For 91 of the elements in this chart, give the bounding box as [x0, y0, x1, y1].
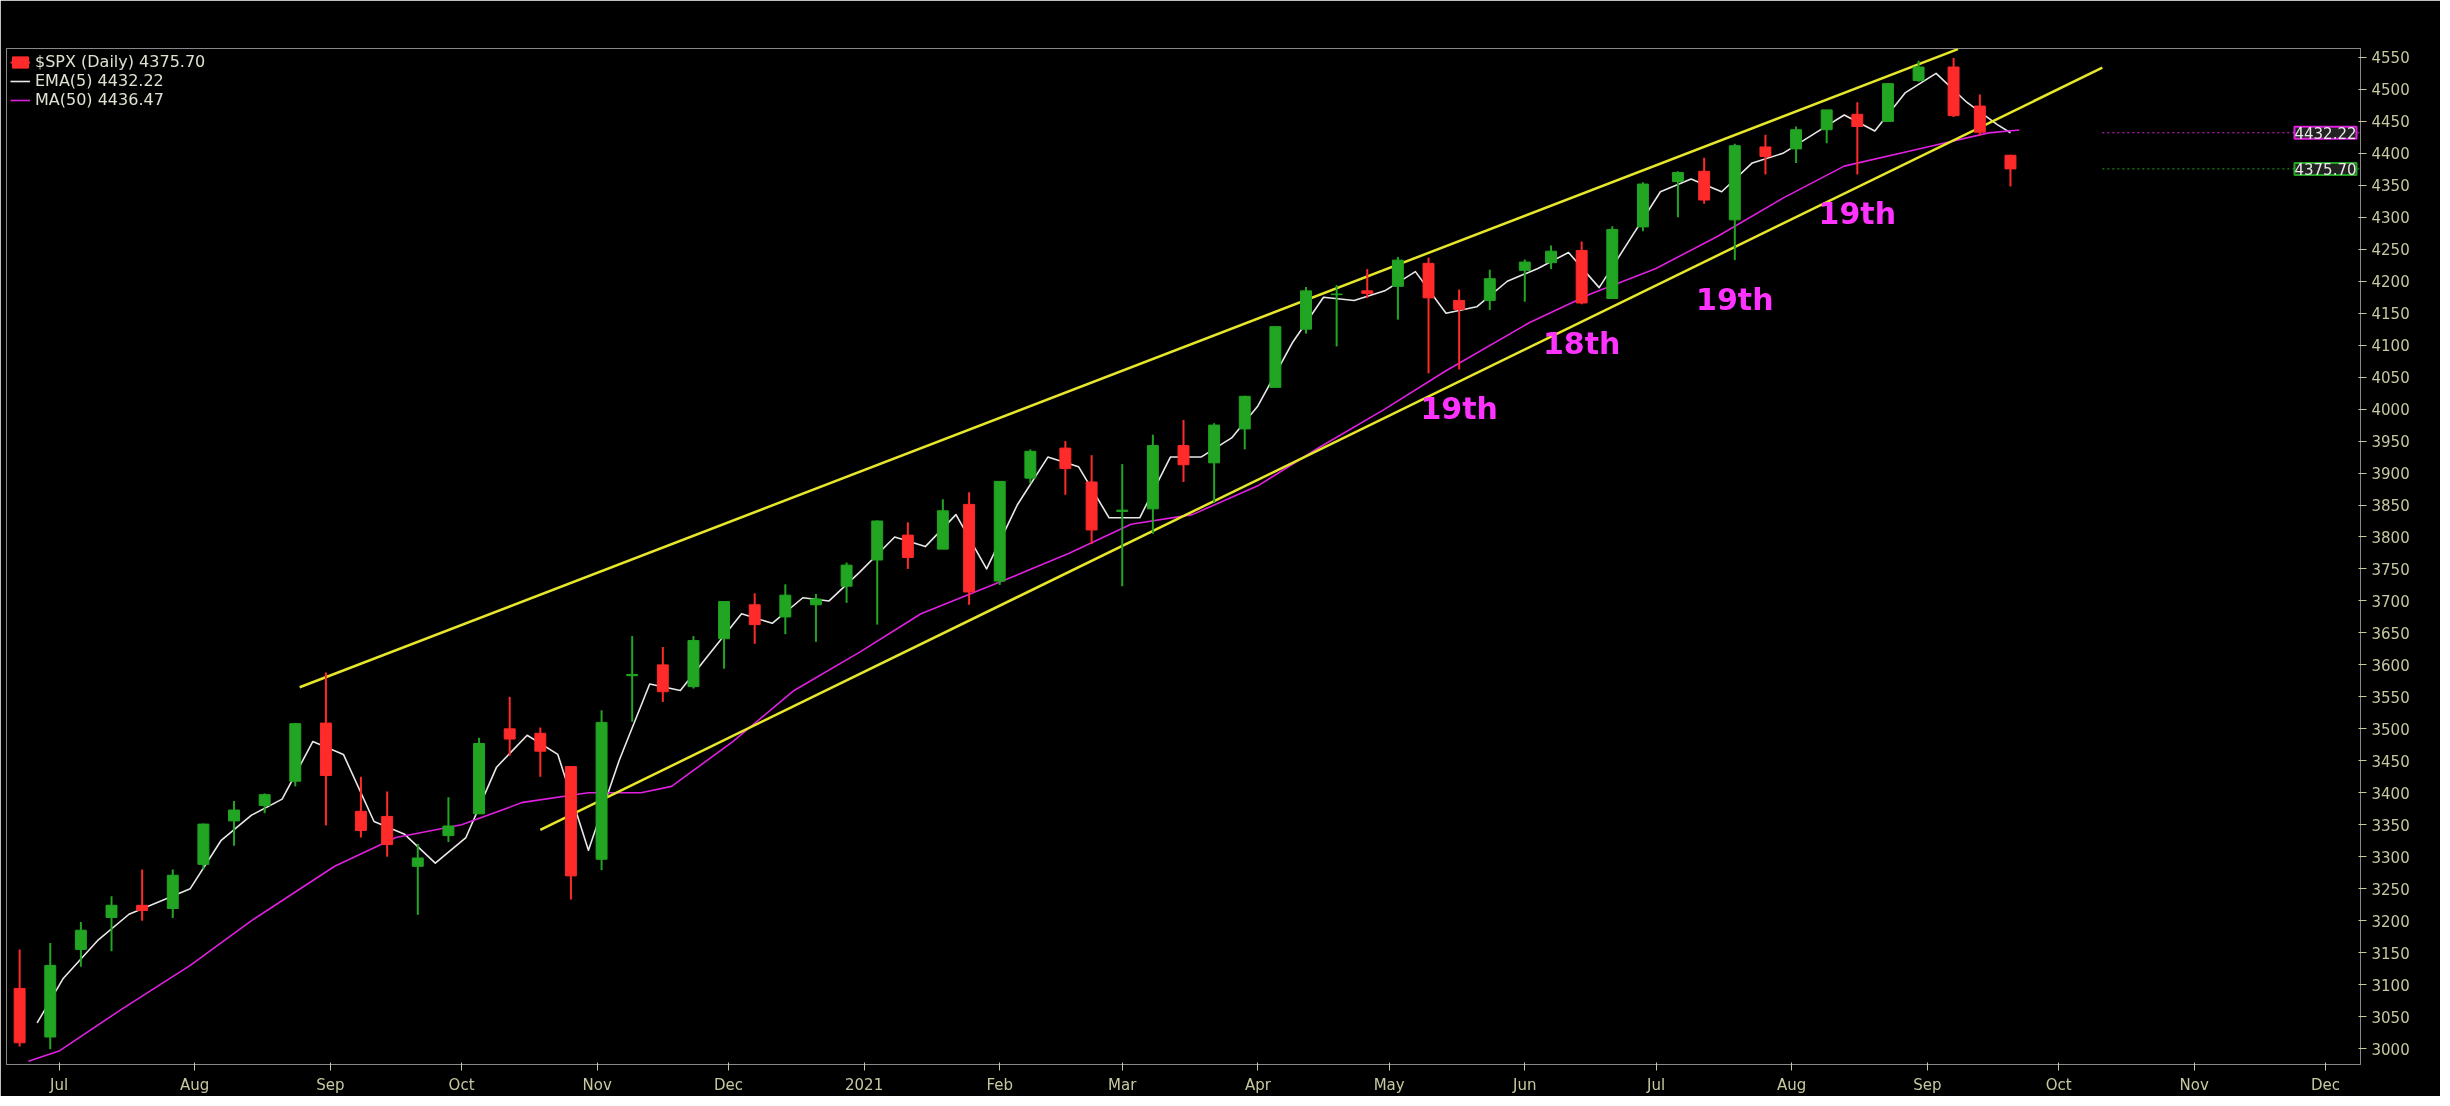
candlestick: [136, 868, 149, 922]
y-tick-label: 4250: [2371, 241, 2410, 260]
candlestick: [901, 521, 914, 570]
candlestick: [1790, 125, 1803, 164]
x-tick-label: Mar: [1108, 1075, 1138, 1094]
candlestick: [1851, 101, 1864, 176]
x-tick-label: May: [1373, 1075, 1405, 1094]
y-tick-label: 3850: [2371, 497, 2410, 516]
annotation: 19th: [1818, 196, 1897, 232]
candlestick: [1671, 170, 1684, 219]
ref-line-label: 4375.70: [2294, 160, 2357, 179]
candlestick: [1820, 108, 1833, 145]
x-tick-label: Sep: [1913, 1075, 1942, 1094]
x-tick-label: Oct: [2045, 1075, 2072, 1094]
x-tick-label: Oct: [448, 1075, 475, 1094]
candlestick: [411, 842, 424, 916]
x-tick-label: 2021: [845, 1075, 884, 1094]
x-tick-label: Jul: [1646, 1075, 1666, 1094]
y-tick-label: 3700: [2371, 592, 2410, 611]
candlestick: [1759, 133, 1772, 176]
legend-label: $SPX (Daily) 4375.70: [35, 52, 206, 71]
candlestick: [779, 583, 792, 636]
y-tick-label: 3950: [2371, 433, 2410, 452]
candlestick: [442, 796, 455, 843]
candlestick: [840, 561, 853, 604]
x-tick-label: Jul: [48, 1075, 69, 1094]
x-tick-label: Dec: [713, 1075, 743, 1094]
y-tick-label: 3200: [2371, 912, 2410, 931]
legend-label: EMA(5) 4432.22: [35, 71, 164, 90]
candlestick: [503, 695, 516, 757]
annotation: 19th: [1696, 282, 1774, 318]
x-tick-label: Feb: [986, 1075, 1014, 1094]
candlestick: [1453, 288, 1466, 371]
y-tick-label: 3150: [2371, 944, 2410, 963]
x-tick-label: Apr: [1244, 1075, 1272, 1094]
x-tick-label: Jun: [1512, 1075, 1537, 1094]
candlestick: [1059, 440, 1072, 496]
y-tick-label: 3900: [2371, 465, 2410, 484]
y-tick-label: 4050: [2371, 369, 2410, 388]
y-tick-label: 4200: [2371, 273, 2410, 292]
legend-label: MA(50) 4436.47: [35, 90, 164, 109]
y-tick-label: 3400: [2371, 784, 2410, 803]
candlestick: [1912, 59, 1925, 83]
candlestick: [74, 920, 87, 968]
candlestick: [748, 592, 761, 645]
y-tick-label: 4400: [2371, 145, 2410, 164]
y-tick-label: 3750: [2371, 560, 2410, 579]
y-tick-label: 3600: [2371, 656, 2410, 675]
y-tick-label: 4500: [2371, 81, 2410, 100]
annotation: 19th: [1420, 391, 1498, 427]
y-tick-label: 4150: [2371, 305, 2410, 324]
x-tick-label: Aug: [180, 1075, 210, 1094]
x-tick-label: Nov: [2179, 1075, 2209, 1094]
x-tick-label: Nov: [582, 1075, 612, 1094]
candlestick: [1177, 418, 1190, 484]
y-tick-label: 3250: [2371, 880, 2410, 899]
y-tick-label: 3550: [2371, 688, 2410, 707]
y-tick-label: 4550: [2371, 49, 2410, 68]
candlestick: [1361, 268, 1374, 299]
y-tick-label: 3800: [2371, 529, 2410, 547]
y-tick-label: 4300: [2371, 209, 2410, 228]
y-tick-label: 4450: [2371, 113, 2410, 132]
x-tick-label: Sep: [316, 1075, 345, 1094]
y-tick-label: 4000: [2371, 401, 2410, 420]
ref-line-label: 4432.22: [2294, 124, 2357, 143]
candlestick: [105, 895, 118, 953]
y-tick-label: 3300: [2371, 848, 2410, 867]
candlestick: [228, 800, 240, 847]
candlestick: [2004, 153, 2017, 188]
y-tick-label: 3100: [2371, 976, 2410, 995]
y-tick-label: 3000: [2371, 1040, 2410, 1059]
candlestick: [1330, 284, 1343, 348]
y-tick-label: 4350: [2371, 177, 2410, 196]
y-tick-label: 3450: [2371, 752, 2410, 771]
candlestick: [354, 775, 367, 839]
candlestick: [626, 635, 639, 723]
y-tick-label: 3050: [2371, 1008, 2410, 1027]
candlestick: [1483, 268, 1496, 312]
y-tick-label: 3350: [2371, 816, 2410, 835]
candlestick: [1518, 258, 1531, 303]
x-tick-label: Dec: [2310, 1075, 2341, 1094]
x-tick-label: Aug: [1777, 1075, 1807, 1094]
candlestick: [258, 792, 271, 815]
y-tick-label: 3500: [2371, 720, 2410, 739]
candlestick: [1116, 463, 1129, 588]
candlestick: [534, 726, 547, 778]
annotation: 18th: [1542, 326, 1621, 362]
y-tick-label: 3650: [2371, 624, 2410, 643]
candlestick: [809, 592, 822, 643]
y-tick-label: 4100: [2371, 337, 2410, 356]
candlestick: [1545, 244, 1558, 271]
